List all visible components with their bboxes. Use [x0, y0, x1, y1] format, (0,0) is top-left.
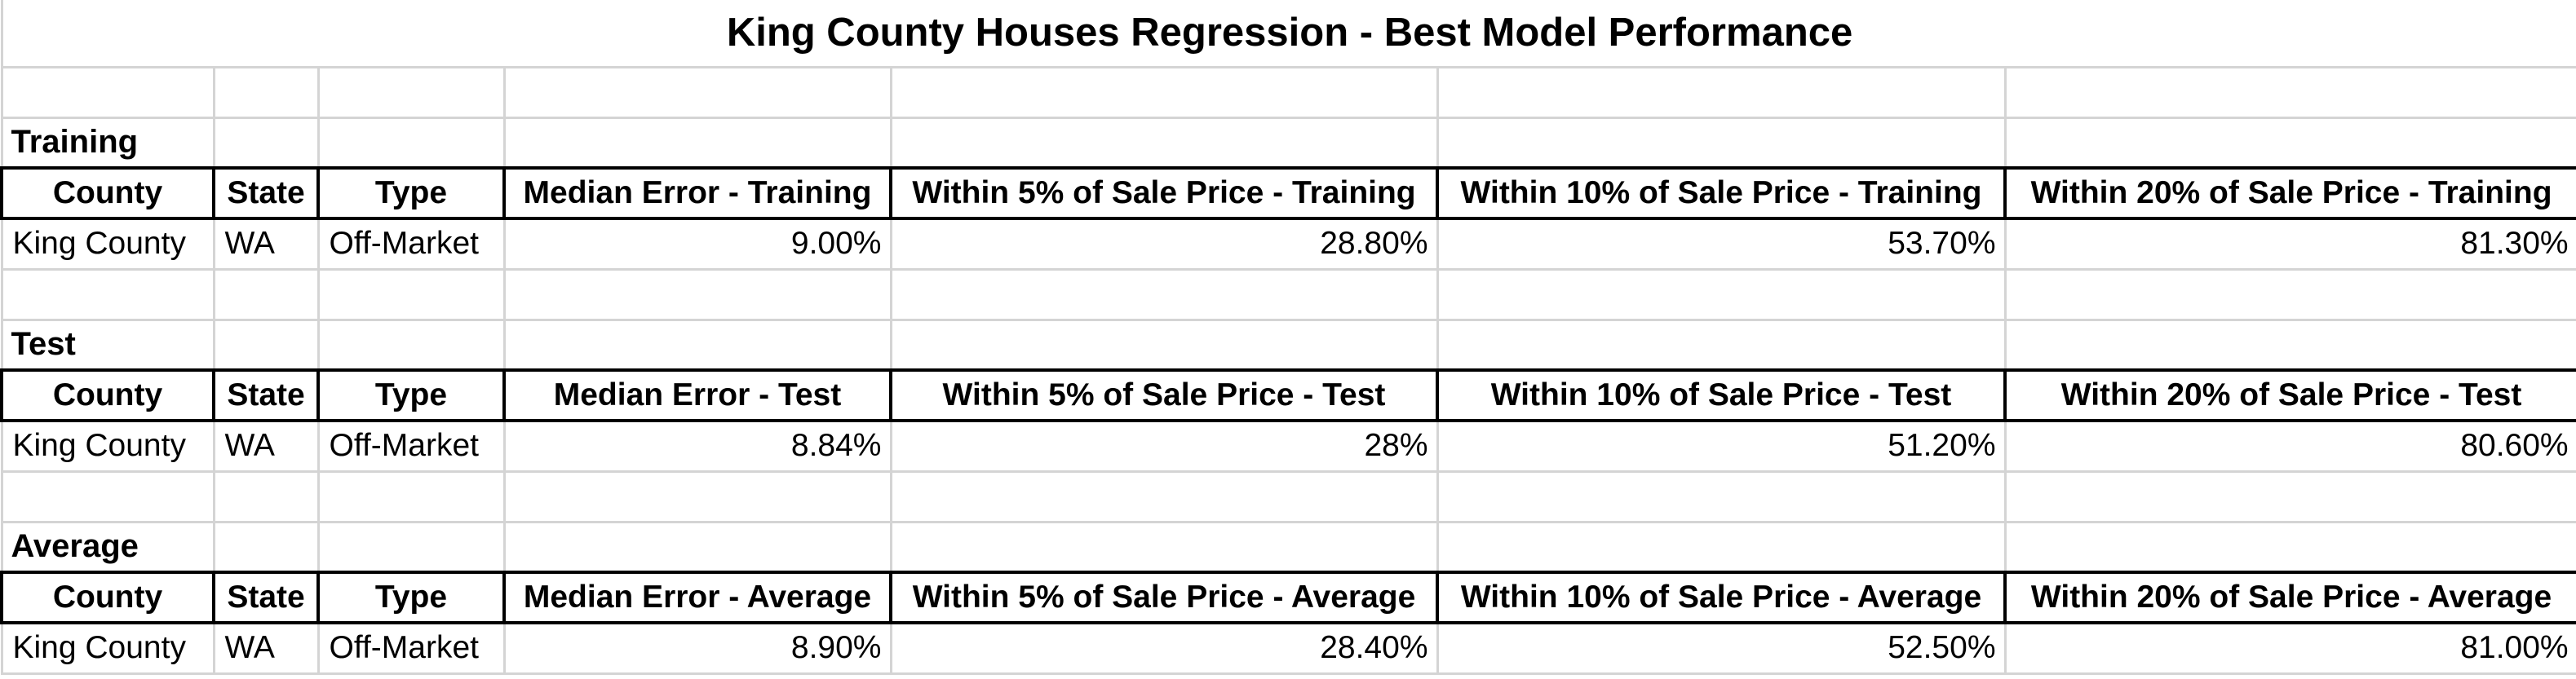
- cell[interactable]: [502, 267, 892, 321]
- cell[interactable]: [889, 65, 1439, 119]
- header-cell-within-20[interactable]: Within 20% of Sale Price - Test: [2003, 368, 2576, 422]
- cell[interactable]: [0, 267, 215, 321]
- cell-within-5[interactable]: 28.40%: [889, 621, 1439, 675]
- cell[interactable]: [212, 116, 320, 170]
- cell[interactable]: [889, 116, 1439, 170]
- cell-type[interactable]: Off-Market: [316, 419, 506, 473]
- section-label-test[interactable]: Test: [0, 318, 215, 372]
- cell[interactable]: [889, 470, 1439, 523]
- header-row-training: County State Type Median Error - Trainin…: [0, 166, 2576, 220]
- header-cell-county[interactable]: County: [0, 368, 215, 422]
- cell-county[interactable]: King County: [0, 621, 215, 675]
- cell-within-10[interactable]: 52.50%: [1436, 621, 2007, 675]
- blank-row: [0, 267, 2576, 321]
- cell[interactable]: [2003, 520, 2576, 574]
- header-cell-within-5[interactable]: Within 5% of Sale Price - Training: [889, 166, 1439, 220]
- header-cell-type[interactable]: Type: [316, 166, 506, 220]
- blank-row: [0, 65, 2576, 119]
- cell-within-20[interactable]: 81.30%: [2003, 217, 2576, 271]
- cell[interactable]: [2003, 65, 2576, 119]
- header-cell-within-5[interactable]: Within 5% of Sale Price - Average: [889, 571, 1439, 624]
- header-cell-within-20[interactable]: Within 20% of Sale Price - Average: [2003, 571, 2576, 624]
- cell[interactable]: [0, 470, 215, 523]
- cell[interactable]: [889, 318, 1439, 372]
- cell-median-error[interactable]: 8.84%: [502, 419, 892, 473]
- header-cell-county[interactable]: County: [0, 571, 215, 624]
- header-cell-within-20[interactable]: Within 20% of Sale Price - Training: [2003, 166, 2576, 220]
- blank-row: [0, 470, 2576, 523]
- header-cell-type[interactable]: Type: [316, 571, 506, 624]
- cell[interactable]: [212, 520, 320, 574]
- cell[interactable]: [502, 470, 892, 523]
- cell[interactable]: [2003, 318, 2576, 372]
- cell[interactable]: [502, 116, 892, 170]
- cell-median-error[interactable]: 9.00%: [502, 217, 892, 271]
- cell[interactable]: [212, 318, 320, 372]
- header-cell-state[interactable]: State: [212, 368, 320, 422]
- section-label-training[interactable]: Training: [0, 116, 215, 170]
- cell[interactable]: [889, 267, 1439, 321]
- cell-within-20[interactable]: 81.00%: [2003, 621, 2576, 675]
- cell[interactable]: [502, 65, 892, 119]
- cell[interactable]: [1436, 318, 2007, 372]
- header-cell-within-10[interactable]: Within 10% of Sale Price - Training: [1436, 166, 2007, 220]
- sheet-title[interactable]: King County Houses Regression - Best Mod…: [0, 0, 2576, 68]
- cell[interactable]: [316, 267, 506, 321]
- cell-state[interactable]: WA: [212, 419, 320, 473]
- cell[interactable]: [502, 520, 892, 574]
- cell[interactable]: [316, 318, 506, 372]
- cell-median-error[interactable]: 8.90%: [502, 621, 892, 675]
- cell-within-5[interactable]: 28.80%: [889, 217, 1439, 271]
- cell[interactable]: [0, 65, 215, 119]
- cell-within-10[interactable]: 51.20%: [1436, 419, 2007, 473]
- cell[interactable]: [1436, 116, 2007, 170]
- header-cell-state[interactable]: State: [212, 166, 320, 220]
- header-cell-within-5[interactable]: Within 5% of Sale Price - Test: [889, 368, 1439, 422]
- cell[interactable]: [316, 470, 506, 523]
- cell-within-20[interactable]: 80.60%: [2003, 419, 2576, 473]
- header-cell-county[interactable]: County: [0, 166, 215, 220]
- cell[interactable]: [316, 65, 506, 119]
- cell-county[interactable]: King County: [0, 217, 215, 271]
- data-row-test: King County WA Off-Market 8.84% 28% 51.2…: [0, 419, 2576, 473]
- cell[interactable]: [1436, 520, 2007, 574]
- cell[interactable]: [2003, 470, 2576, 523]
- header-cell-median-error[interactable]: Median Error - Average: [502, 571, 892, 624]
- cell-county[interactable]: King County: [0, 419, 215, 473]
- cell[interactable]: [1436, 470, 2007, 523]
- cell[interactable]: [316, 116, 506, 170]
- header-cell-within-10[interactable]: Within 10% of Sale Price - Average: [1436, 571, 2007, 624]
- cell-within-10[interactable]: 53.70%: [1436, 217, 2007, 271]
- cell[interactable]: [212, 470, 320, 523]
- section-label-row: Average: [0, 520, 2576, 574]
- cell-type[interactable]: Off-Market: [316, 621, 506, 675]
- header-cell-type[interactable]: Type: [316, 368, 506, 422]
- cell[interactable]: [212, 65, 320, 119]
- header-cell-median-error[interactable]: Median Error - Test: [502, 368, 892, 422]
- section-label-row: Training: [0, 116, 2576, 170]
- section-label-row: Test: [0, 318, 2576, 372]
- header-cell-within-10[interactable]: Within 10% of Sale Price - Test: [1436, 368, 2007, 422]
- data-row-training: King County WA Off-Market 9.00% 28.80% 5…: [0, 217, 2576, 271]
- cell[interactable]: [1436, 267, 2007, 321]
- cell[interactable]: [212, 267, 320, 321]
- cell[interactable]: [502, 318, 892, 372]
- data-row-average: King County WA Off-Market 8.90% 28.40% 5…: [0, 621, 2576, 675]
- header-row-average: County State Type Median Error - Average…: [0, 571, 2576, 624]
- cell-state[interactable]: WA: [212, 621, 320, 675]
- cell-state[interactable]: WA: [212, 217, 320, 271]
- section-label-average[interactable]: Average: [0, 520, 215, 574]
- cell-type[interactable]: Off-Market: [316, 217, 506, 271]
- cell[interactable]: [316, 520, 506, 574]
- header-cell-state[interactable]: State: [212, 571, 320, 624]
- cell[interactable]: [2003, 116, 2576, 170]
- header-cell-median-error[interactable]: Median Error - Training: [502, 166, 892, 220]
- cell-within-5[interactable]: 28%: [889, 419, 1439, 473]
- cell[interactable]: [1436, 65, 2007, 119]
- cell[interactable]: [889, 520, 1439, 574]
- title-row: King County Houses Regression - Best Mod…: [0, 0, 2576, 68]
- cell[interactable]: [2003, 267, 2576, 321]
- header-row-test: County State Type Median Error - Test Wi…: [0, 368, 2576, 422]
